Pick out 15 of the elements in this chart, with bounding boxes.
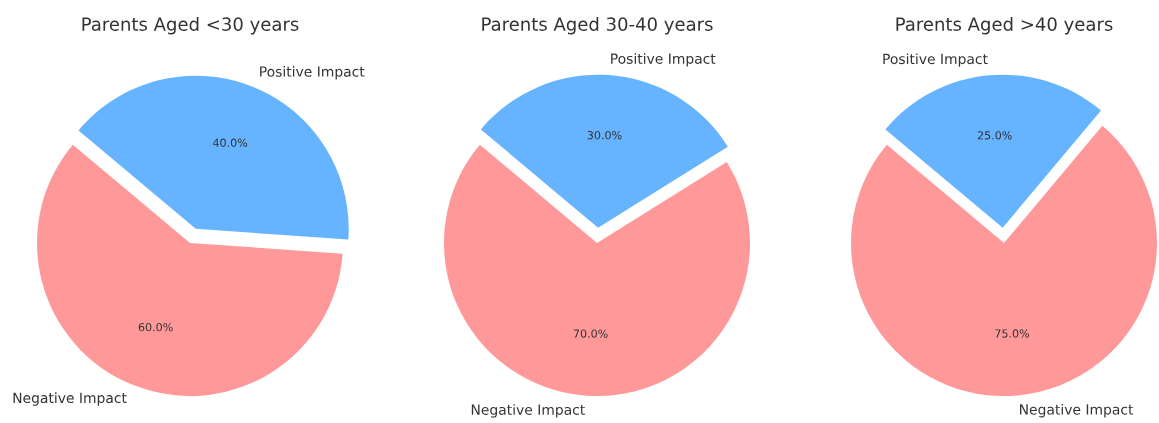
data-label: 70.0%	[573, 329, 608, 338]
slice-label: Positive Impact	[260, 66, 365, 80]
data-label: 25.0%	[977, 131, 1012, 140]
chart-title: Parents Aged 30-40 years	[482, 16, 713, 35]
data-label: 30.0%	[587, 130, 622, 140]
data-label: 60.0%	[138, 322, 173, 332]
data-label: 40.0%	[213, 138, 248, 147]
chart-title: Parents Aged >40 years	[896, 16, 1113, 35]
slice-label: Negative Impact	[13, 392, 127, 406]
slice-label: Positive Impact	[611, 53, 716, 67]
slice-label: Negative Impact	[471, 404, 585, 418]
chart-title: Parents Aged <30 years	[82, 16, 299, 35]
slice-label: Positive Impact	[883, 53, 988, 67]
slice-label: Negative Impact	[1020, 403, 1134, 418]
data-label: 75.0%	[995, 329, 1030, 338]
